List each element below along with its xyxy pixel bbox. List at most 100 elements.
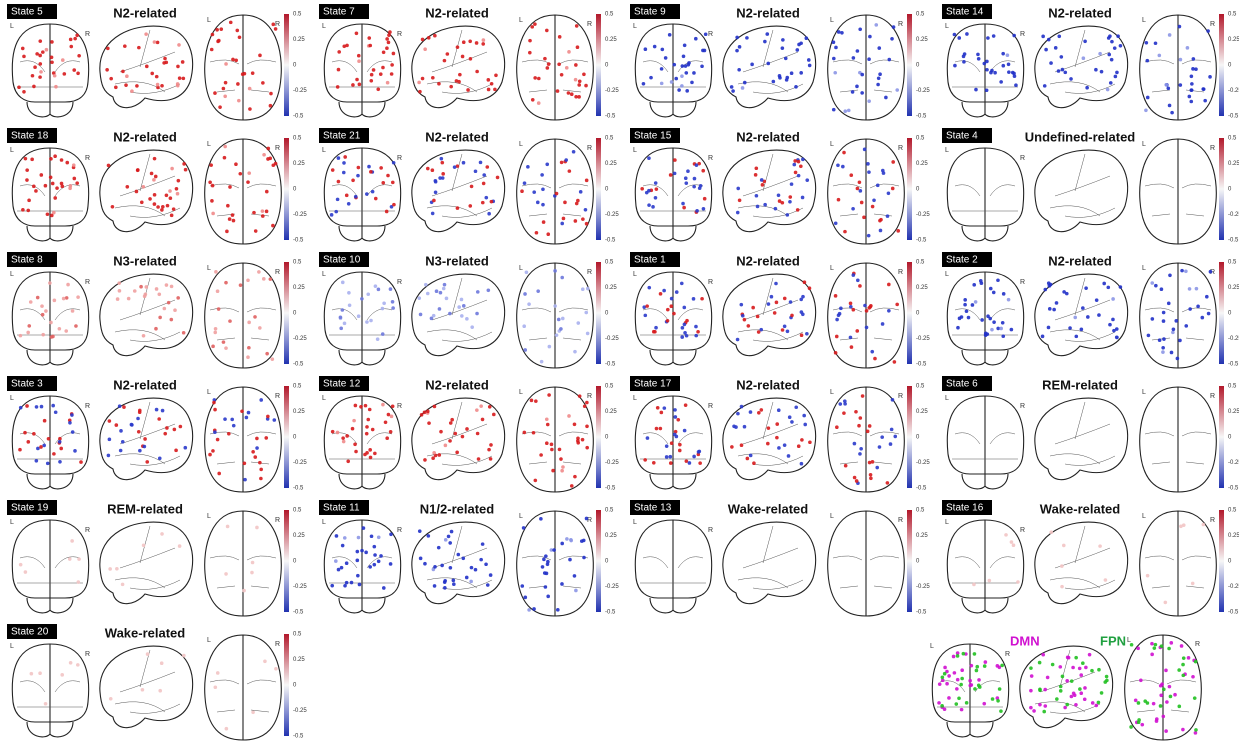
colorbar-tick-label: -0.5 xyxy=(605,362,616,368)
activation-dot xyxy=(469,579,473,584)
activation-dot xyxy=(891,160,895,164)
activation-dot xyxy=(335,197,340,202)
activation-dot xyxy=(1181,727,1185,732)
activation-dot xyxy=(859,200,864,205)
activation-dot xyxy=(390,404,395,409)
activation-dot xyxy=(833,221,838,226)
activation-dot xyxy=(212,398,217,402)
activation-dot xyxy=(528,50,532,55)
sulci xyxy=(952,432,1018,460)
activation-dot xyxy=(70,309,75,313)
activation-dot xyxy=(802,280,807,285)
activation-dot xyxy=(564,158,569,162)
activation-dot xyxy=(794,405,799,410)
activation-dot xyxy=(1167,33,1172,37)
brain-axial xyxy=(204,510,282,617)
activation-dot xyxy=(584,83,588,88)
panel-title: N2-related xyxy=(736,129,800,144)
activation-dot xyxy=(177,76,182,80)
activation-dot xyxy=(1090,668,1094,673)
activation-dot xyxy=(850,90,855,94)
brain-axial xyxy=(516,138,594,245)
cerebellum xyxy=(649,24,697,118)
orientation-label: R xyxy=(587,21,592,28)
activation-dot xyxy=(73,36,77,41)
activation-dot xyxy=(158,315,162,320)
activation-dot xyxy=(886,191,891,196)
activation-dot xyxy=(433,33,437,38)
activation-dot xyxy=(988,286,993,291)
activation-dot xyxy=(692,454,696,459)
activation-dot xyxy=(65,160,70,165)
activation-dot xyxy=(157,292,162,297)
activation-dot xyxy=(876,76,881,81)
activation-dot xyxy=(773,206,778,211)
colorbar xyxy=(1219,14,1224,116)
orientation-label: R xyxy=(275,641,280,648)
activation-dot xyxy=(866,162,870,166)
activation-dot xyxy=(142,444,147,449)
activation-dot xyxy=(985,59,989,64)
panel-title: N2-related xyxy=(425,129,489,144)
activation-dot xyxy=(42,443,46,448)
activation-dot xyxy=(556,317,561,322)
activation-dot xyxy=(1159,644,1164,648)
orientation-label: R xyxy=(275,145,280,152)
activation-dot xyxy=(701,168,706,173)
activation-dot xyxy=(843,399,847,403)
activation-dot xyxy=(1163,600,1168,605)
activation-dot xyxy=(835,317,839,322)
activation-dot xyxy=(230,417,235,422)
activation-dot xyxy=(775,422,780,426)
activation-dot xyxy=(446,534,451,539)
activation-dot xyxy=(832,56,836,61)
cerebellum xyxy=(946,644,994,738)
activation-dot xyxy=(237,98,241,103)
activation-dot xyxy=(373,553,377,557)
activation-dot xyxy=(530,97,535,102)
activation-dot xyxy=(776,193,781,198)
activation-dot xyxy=(565,537,569,541)
activation-dot xyxy=(478,160,483,165)
activation-dot xyxy=(796,173,801,178)
activation-dot xyxy=(1167,646,1171,651)
activation-dot xyxy=(682,428,687,433)
activation-dot xyxy=(966,315,971,320)
activation-dot xyxy=(68,186,72,191)
activation-dot xyxy=(574,24,579,28)
activation-dot xyxy=(162,306,167,311)
activation-dot xyxy=(1059,564,1064,568)
activation-dot xyxy=(211,344,215,349)
colorbar-tick-label: 0 xyxy=(605,63,609,69)
activation-dot xyxy=(864,325,869,330)
activation-dot xyxy=(543,585,548,589)
state-label: State 20 xyxy=(11,627,49,638)
activation-dot xyxy=(157,456,162,461)
activation-dot xyxy=(808,440,812,445)
activation-dot xyxy=(1069,694,1074,699)
colorbar-tick-label: 0.25 xyxy=(1228,409,1239,415)
activation-dot xyxy=(1113,74,1118,79)
activation-dot xyxy=(807,286,812,291)
activation-dot xyxy=(1029,666,1033,670)
activation-dot xyxy=(996,698,1000,703)
activation-dot xyxy=(785,329,790,334)
activation-dot xyxy=(38,53,42,58)
colorbar-tick-label: -0.5 xyxy=(916,486,927,492)
orientation-label: L xyxy=(322,23,326,30)
activation-dot xyxy=(576,436,580,441)
activation-dot xyxy=(685,89,690,93)
state-label-bg xyxy=(630,252,680,267)
activation-dot xyxy=(260,209,265,213)
state-label: State 16 xyxy=(946,503,984,514)
activation-dot xyxy=(34,189,38,193)
activation-dot xyxy=(574,588,578,593)
activation-dot xyxy=(692,176,697,181)
activation-dot xyxy=(213,430,217,434)
activation-dot xyxy=(880,322,885,326)
colorbar-tick-label: 0.5 xyxy=(1228,260,1237,266)
activation-dot xyxy=(1081,661,1085,666)
colorbar xyxy=(284,510,289,612)
brain-axial xyxy=(204,634,282,741)
